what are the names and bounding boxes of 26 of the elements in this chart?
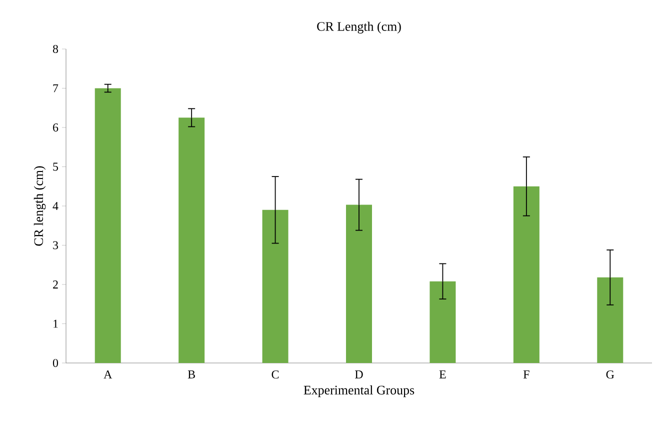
- bar: [94, 88, 121, 363]
- x-tick-label: B: [188, 370, 195, 378]
- y-tick-label: 8: [52, 44, 58, 54]
- y-tick-label: 1: [54, 320, 58, 328]
- y-tick-label: 4: [52, 202, 58, 210]
- x-tick-label: D: [355, 370, 363, 378]
- x-axis-title: Experimental Groups: [304, 385, 414, 398]
- x-tick-label: F: [523, 370, 530, 378]
- y-tick-label: 6: [53, 123, 58, 132]
- x-tick-label: E: [439, 370, 446, 378]
- y-tick-label: 2: [53, 280, 58, 288]
- bar: [178, 118, 205, 363]
- x-tick-label: G: [606, 370, 614, 379]
- x-tick-label: A: [104, 370, 112, 378]
- y-tick-label: 5: [53, 162, 58, 171]
- bar: [597, 277, 624, 363]
- y-axis-title: CR length (cm): [34, 166, 46, 246]
- y-tick-label: 7: [53, 84, 58, 92]
- y-tick-label: 0: [52, 358, 58, 368]
- bar: [262, 210, 288, 363]
- x-tick-label: C: [272, 370, 279, 379]
- chart-title: CR Length (cm): [317, 22, 401, 34]
- bar: [430, 281, 456, 363]
- y-tick-label: 3: [53, 241, 58, 250]
- bar: [346, 204, 372, 363]
- bar: [513, 186, 540, 363]
